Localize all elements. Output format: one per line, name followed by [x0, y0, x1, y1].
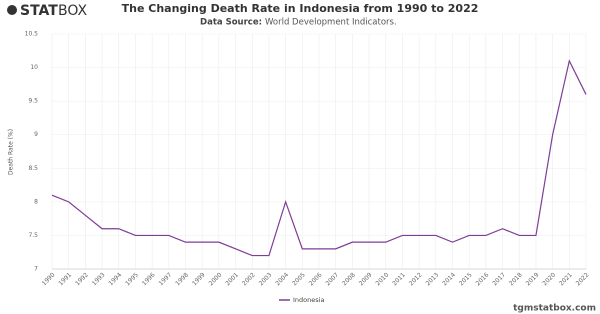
x-tick-label: 2000 [208, 271, 224, 287]
x-tick-label: 2014 [441, 271, 457, 287]
x-tick-label: 1995 [124, 271, 140, 287]
source-label: Data Source: [200, 18, 262, 28]
y-tick-label: 10.5 [25, 31, 39, 38]
logo: STAT BOX [7, 3, 87, 19]
x-tick-label: 2016 [475, 271, 491, 287]
logo-icon [7, 5, 17, 15]
x-tick-label: 2022 [575, 271, 591, 287]
source: World Development Indicators. [265, 18, 397, 28]
x-tick-label: 2019 [525, 271, 541, 287]
x-tick-label: 2015 [458, 271, 474, 287]
x-tick-label: 2020 [541, 271, 557, 287]
x-tick-label: 1990 [41, 271, 57, 287]
x-tick-label: 1998 [174, 271, 190, 287]
x-tick-label: 2012 [408, 271, 424, 287]
x-tick-label: 1997 [158, 271, 174, 287]
x-tick-label: 2005 [291, 271, 307, 287]
x-tick-label: 1996 [141, 271, 157, 287]
y-tick-label: 8 [34, 198, 38, 205]
x-tick-label: 2010 [374, 271, 390, 287]
logo-light: BOX [58, 3, 87, 19]
x-tick-label: 1991 [57, 271, 73, 287]
x-tick-label: 2008 [341, 271, 357, 287]
x-tick-label: 2001 [224, 271, 240, 287]
x-tick-label: 2018 [508, 271, 524, 287]
x-tick-label: 2006 [308, 271, 324, 287]
y-tick-label: 7 [34, 266, 38, 273]
y-axis-label: Death Rate (%) [8, 129, 15, 175]
x-tick-label: 2009 [358, 271, 374, 287]
legend-label: Indonesia [293, 296, 324, 304]
x-tick-label: 2017 [491, 271, 507, 287]
x-tick-label: 1999 [191, 271, 207, 287]
data-line [51, 59, 587, 257]
x-tick-label: 2007 [324, 271, 340, 287]
x-tick-label: 2011 [391, 271, 407, 287]
footer: tgmstatbox.com [513, 304, 596, 314]
x-tick-label: 1993 [91, 271, 107, 287]
x-tick-label: 1994 [107, 271, 123, 287]
y-tick-label: 8.5 [28, 165, 38, 172]
x-tick-label: 2013 [425, 271, 441, 287]
x-tick-label: 2002 [241, 271, 257, 287]
x-tick-label: 1992 [74, 271, 90, 287]
x-tick-label: 2021 [558, 271, 574, 287]
chart-title: The Changing Death Rate in Indonesia fro… [122, 2, 479, 15]
x-tick-label: 2004 [274, 271, 290, 287]
y-tick-label: 10 [30, 64, 38, 71]
y-tick-label: 9.5 [28, 98, 38, 105]
x-tick-label: 2003 [258, 271, 274, 287]
logo-bold: STAT [20, 3, 58, 19]
y-tick-label: 7.5 [28, 232, 38, 239]
y-tick-label: 9 [34, 131, 38, 138]
